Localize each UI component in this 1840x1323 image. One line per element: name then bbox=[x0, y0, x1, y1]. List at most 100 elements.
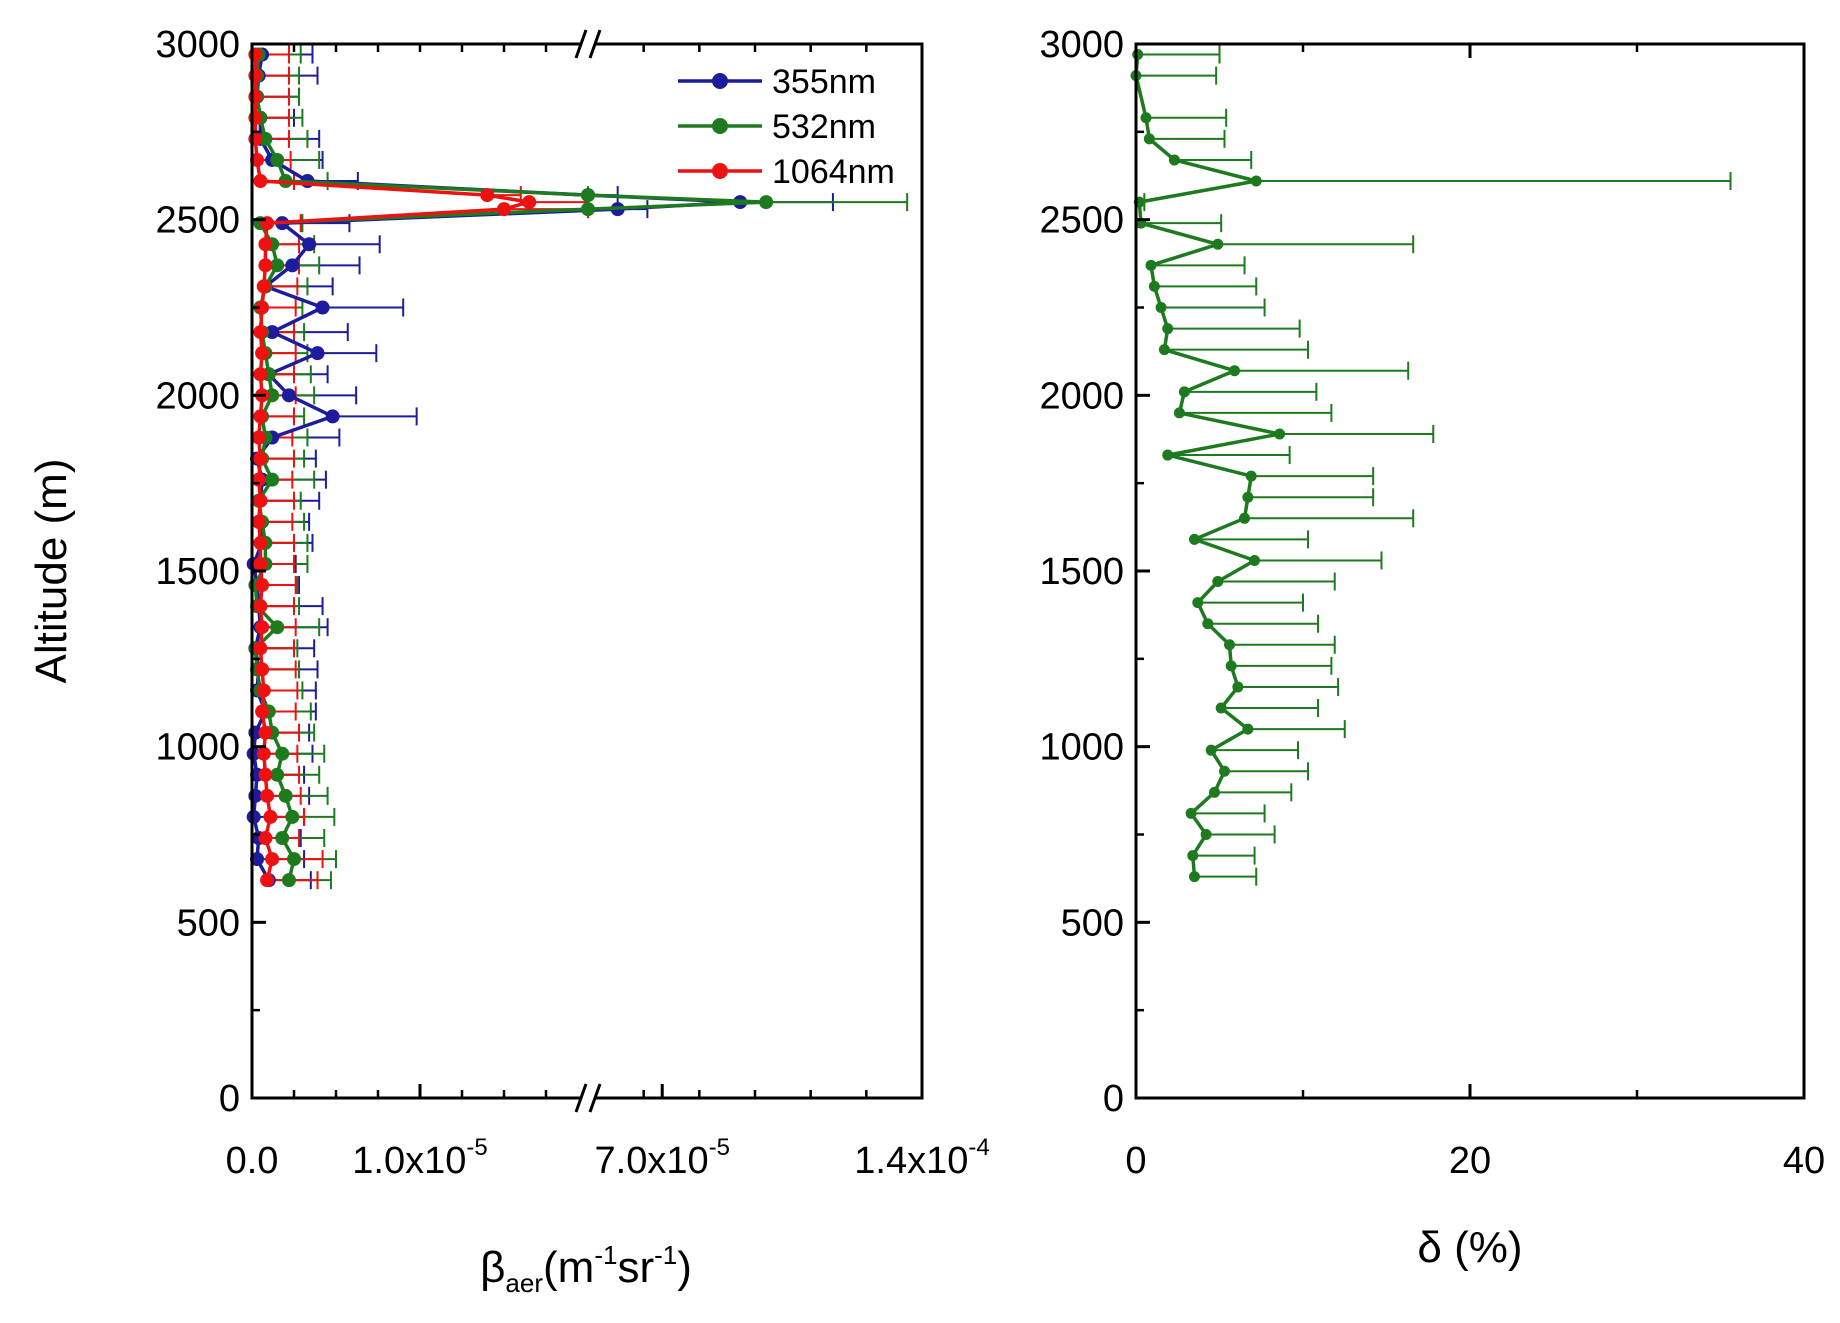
left-point-1-19 bbox=[265, 472, 280, 487]
left-ytick-label-1: 500 bbox=[177, 902, 240, 944]
right-x-ticks: 0 20 40 bbox=[1125, 44, 1825, 1182]
left-point-1-36 bbox=[270, 152, 285, 167]
right-point-0-0 bbox=[1188, 871, 1200, 883]
right-point-0-21 bbox=[1274, 428, 1286, 440]
left-point-2-21 bbox=[251, 430, 266, 445]
left-y-ticks: 0 500 1000 1500 2000 2500 3000 bbox=[155, 24, 266, 1120]
right-xtick-label-1: 20 bbox=[1449, 1140, 1491, 1182]
right-ytick-label-2: 1000 bbox=[1039, 727, 1124, 769]
left-point-1-37 bbox=[258, 131, 273, 146]
right-point-0-19 bbox=[1245, 470, 1257, 482]
right-point-0-11 bbox=[1224, 639, 1236, 651]
left-ytick-label-3: 1500 bbox=[155, 551, 240, 593]
x-label-unit-4: ) bbox=[677, 1243, 692, 1292]
left-point-0-6 bbox=[246, 746, 261, 761]
left-ytick-label-2: 1000 bbox=[155, 727, 240, 769]
left-point-2-37 bbox=[248, 131, 263, 146]
right-point-0-23 bbox=[1178, 386, 1190, 398]
right-point-0-30 bbox=[1212, 238, 1224, 250]
axis-break-mark-b-0 bbox=[588, 29, 602, 59]
left-point-2-11 bbox=[253, 641, 268, 656]
left-x-ticks: 0.0 1.0x10-5 7.0x10-5 1.4x10-4 bbox=[226, 44, 990, 1182]
right-point-0-2 bbox=[1200, 829, 1212, 840]
left-xtick-exp-1: -5 bbox=[466, 1134, 487, 1161]
left-point-2-41 bbox=[248, 47, 263, 62]
right-point-0-12 bbox=[1202, 618, 1214, 630]
left-point-0-30 bbox=[302, 237, 317, 252]
left-point-2-3 bbox=[263, 809, 278, 824]
left-xtick-base-0: 0.0 bbox=[226, 1140, 279, 1182]
left-point-0-3 bbox=[246, 809, 261, 824]
left-point-1-12 bbox=[270, 620, 285, 635]
right-panel: 0 500 1000 1500 2000 2500 3000 0 20 40 δ (%) bbox=[1039, 24, 1825, 1272]
legend-label-2: 1064nm bbox=[772, 153, 895, 191]
right-point-0-27 bbox=[1155, 302, 1167, 313]
left-point-2-25 bbox=[255, 346, 270, 361]
left-point-2-32 bbox=[497, 202, 511, 217]
left-x-axis-label: βaer(m-1sr-1) bbox=[480, 1240, 692, 1298]
left-point-2-10 bbox=[255, 662, 270, 677]
left-point-2-39 bbox=[248, 89, 263, 104]
left-point-2-30 bbox=[258, 237, 273, 252]
left-ytick-label-0: 0 bbox=[219, 1078, 240, 1120]
left-point-2-8 bbox=[255, 704, 270, 719]
legend-marker-0 bbox=[712, 73, 728, 89]
left-xtick-label-2: 7.0x10-5 bbox=[595, 1134, 730, 1182]
right-series bbox=[1130, 49, 1286, 883]
right-point-0-3 bbox=[1185, 807, 1197, 819]
right-xtick-label-2: 40 bbox=[1783, 1140, 1825, 1182]
left-point-2-24 bbox=[253, 367, 268, 382]
right-point-0-22 bbox=[1173, 407, 1185, 419]
left-ytick-label-4: 2000 bbox=[155, 375, 240, 417]
legend-marker-1 bbox=[712, 118, 728, 134]
right-xtick-label-0: 0 bbox=[1125, 1140, 1146, 1182]
axis-break-gap-0 bbox=[580, 38, 596, 50]
left-point-2-4 bbox=[260, 788, 275, 803]
right-point-0-26 bbox=[1162, 323, 1174, 335]
left-point-2-17 bbox=[251, 514, 266, 529]
left-series bbox=[246, 47, 774, 888]
left-xtick-label-3: 1.4x10-4 bbox=[854, 1134, 989, 1182]
left-point-2-33 bbox=[522, 195, 537, 210]
left-point-0-22 bbox=[325, 409, 340, 424]
right-point-0-29 bbox=[1145, 259, 1157, 271]
left-point-2-27 bbox=[255, 300, 270, 315]
right-point-0-35 bbox=[1143, 133, 1155, 145]
right-ytick-label-6: 3000 bbox=[1039, 24, 1124, 66]
left-point-2-36 bbox=[250, 152, 265, 167]
right-point-0-9 bbox=[1232, 681, 1244, 693]
left-point-2-29 bbox=[258, 258, 273, 273]
x-label-base: β bbox=[480, 1243, 505, 1292]
left-point-1-34 bbox=[581, 188, 595, 203]
x-label-unit-0: (m bbox=[543, 1243, 594, 1292]
left-point-2-35 bbox=[253, 174, 268, 189]
left-point-1-1 bbox=[287, 852, 301, 867]
left-point-2-16 bbox=[253, 535, 268, 550]
left-panel: 0 500 1000 1500 2000 2500 3000 0.0 1.0x10-5 7.0x… bbox=[27, 24, 990, 1298]
left-ytick-label-6: 3000 bbox=[155, 24, 240, 66]
left-point-1-4 bbox=[278, 788, 293, 803]
left-xtick-exp-3: -4 bbox=[968, 1134, 989, 1161]
right-y-ticks: 0 500 1000 1500 2000 2500 3000 bbox=[1039, 24, 1150, 1120]
right-ytick-label-4: 2000 bbox=[1039, 375, 1124, 417]
legend-label-0: 355nm bbox=[772, 63, 876, 101]
left-xtick-label-0: 0.0 bbox=[226, 1140, 279, 1182]
axis-break-mark-a-1 bbox=[574, 1083, 588, 1113]
left-point-0-1 bbox=[250, 852, 265, 867]
axis-break-mark-a-0 bbox=[574, 29, 588, 59]
left-point-2-22 bbox=[253, 409, 268, 424]
left-point-1-32 bbox=[581, 202, 595, 217]
left-point-2-38 bbox=[248, 110, 263, 125]
left-point-1-3 bbox=[285, 809, 300, 824]
left-xtick-exp-2: -5 bbox=[709, 1134, 730, 1161]
y-axis-label: Altitude (m) bbox=[27, 459, 76, 684]
right-point-0-4 bbox=[1208, 786, 1220, 798]
left-series-line-1 bbox=[253, 54, 768, 881]
left-point-0-25 bbox=[310, 346, 325, 361]
right-point-0-8 bbox=[1215, 702, 1227, 714]
right-point-0-1 bbox=[1187, 850, 1199, 862]
left-point-2-2 bbox=[258, 831, 273, 846]
left-ytick-label-5: 2500 bbox=[155, 200, 240, 242]
left-point-1-33 bbox=[759, 195, 774, 210]
left-xtick-label-1: 1.0x10-5 bbox=[352, 1134, 487, 1182]
